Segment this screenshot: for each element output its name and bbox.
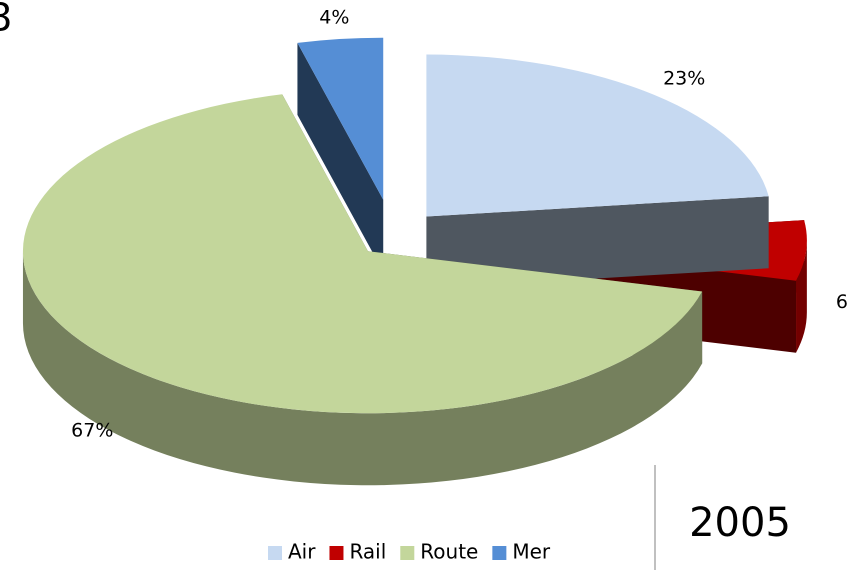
chart-subtitle: 2005 — [689, 500, 791, 546]
legend-label: Mer — [512, 540, 551, 564]
slice — [426, 54, 769, 289]
slice — [297, 37, 384, 272]
corner-note: 8 — [0, 0, 12, 40]
slice-side — [796, 240, 807, 353]
legend-label: Air — [288, 540, 316, 564]
legend-swatch — [492, 546, 507, 560]
slice — [297, 37, 384, 200]
slice — [22, 94, 703, 414]
data-label: 4% — [319, 7, 349, 29]
data-label: 23% — [663, 68, 705, 90]
slice — [22, 94, 703, 486]
legend-label: Rail — [349, 540, 386, 564]
legend-label: Route — [420, 540, 478, 564]
legend-swatch — [400, 546, 415, 560]
data-label: 67% — [71, 420, 113, 442]
legend-swatch — [329, 546, 344, 560]
slice-cut-face — [297, 42, 384, 272]
data-label: 6% — [836, 291, 848, 313]
slice-side — [22, 251, 703, 486]
slice-cut-face — [426, 196, 769, 289]
legend-swatch — [268, 546, 282, 560]
slice — [426, 54, 769, 217]
